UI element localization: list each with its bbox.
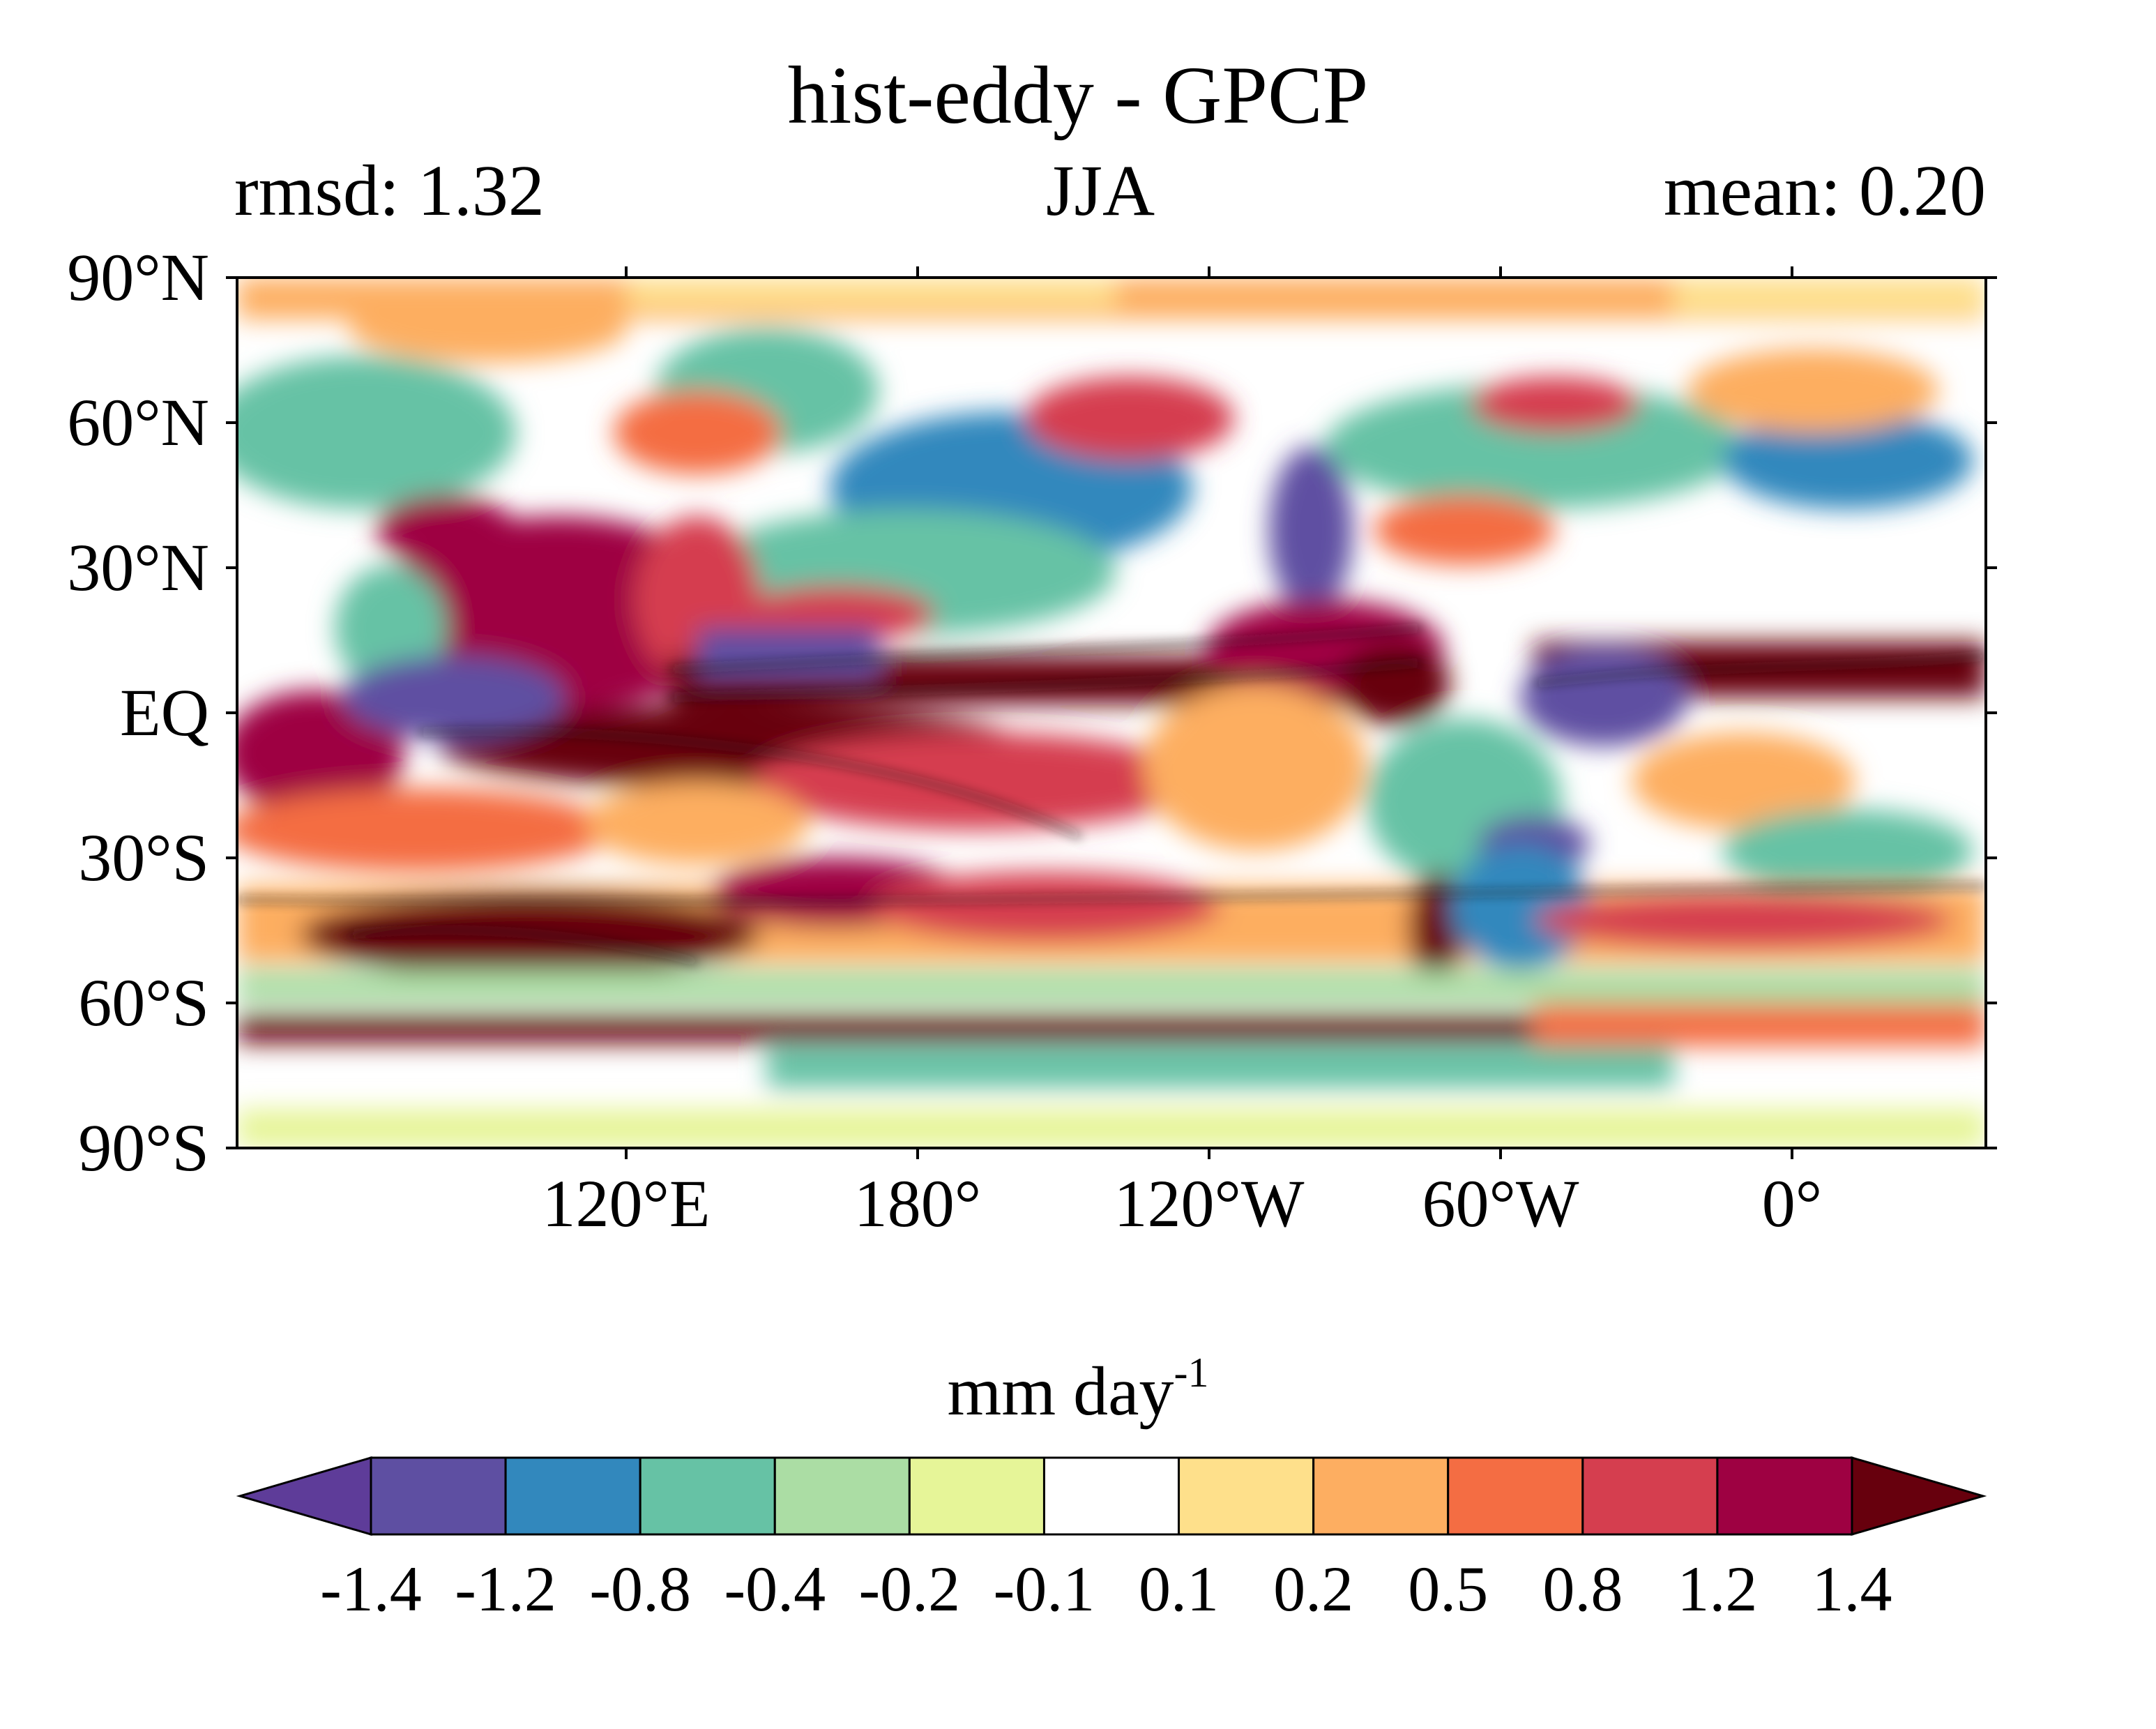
lon-label-0: 0° [1761, 1166, 1823, 1241]
colorbar [236, 1456, 1987, 1537]
season-label: JJA [1046, 151, 1155, 231]
lat-label-30s: 30°S [78, 820, 209, 895]
lon-label-60w: 60°W [1422, 1166, 1579, 1241]
colorbar-tick-label: 1.2 [1677, 1553, 1758, 1624]
map-title: hist-eddy - GPCP [787, 50, 1369, 141]
colorbar-tick-label: -0.2 [858, 1553, 961, 1624]
units-base: mm day [947, 1352, 1174, 1430]
colorbar-tick-label: -1.2 [455, 1553, 556, 1624]
lon-label-120w: 120°W [1114, 1166, 1305, 1241]
lat-label-60s: 60°S [78, 965, 209, 1040]
colorbar-tick-label: 0.2 [1273, 1553, 1354, 1624]
colorbar-box [773, 1456, 911, 1536]
colorbar-box [1042, 1456, 1181, 1536]
filled-contours [237, 278, 1986, 1148]
colorbar-box [1178, 1456, 1315, 1536]
contour-lines [237, 626, 1986, 965]
colorbar-tick-label: -0.8 [589, 1553, 691, 1624]
units-exponent: -1 [1174, 1350, 1209, 1396]
lon-label-180: 180° [853, 1166, 982, 1241]
rmsd-label: rmsd: 1.32 [234, 151, 545, 231]
colorbar-units: mm day-1 [0, 1352, 2156, 1426]
mean-label: mean: 0.20 [1663, 151, 1986, 231]
lat-label-eq: EQ [120, 675, 209, 750]
lat-label-90n: 90°N [67, 240, 209, 315]
axis-ticks [226, 266, 1997, 1159]
colorbar-extend-low [236, 1456, 372, 1537]
colorbar-box [370, 1456, 507, 1536]
colorbar-extend-high [1851, 1456, 1987, 1537]
lat-label-60n: 60°N [67, 385, 209, 460]
colorbar-tick-label: 0.8 [1542, 1553, 1623, 1624]
colorbar-box [1716, 1456, 1853, 1536]
colorbar-tick-label: 0.5 [1408, 1553, 1489, 1624]
lon-label-120e: 120°E [542, 1166, 711, 1241]
colorbar-tick-label: -1.4 [320, 1553, 422, 1624]
colorbar-tick-label: -0.1 [993, 1553, 1095, 1624]
lat-label-30n: 30°N [67, 530, 209, 605]
colorbar-box [639, 1456, 776, 1536]
colorbar-tick-label: 0.1 [1139, 1553, 1220, 1624]
colorbar-box [1312, 1456, 1450, 1536]
colorbar-tick-label: 1.4 [1812, 1553, 1892, 1624]
colorbar-box [1447, 1456, 1584, 1536]
colorbar-box [908, 1456, 1045, 1536]
lat-label-90s: 90°S [78, 1110, 209, 1185]
colorbar-box [504, 1456, 642, 1536]
colorbar-tick-label: -0.4 [724, 1553, 826, 1624]
colorbar-box [1581, 1456, 1719, 1536]
